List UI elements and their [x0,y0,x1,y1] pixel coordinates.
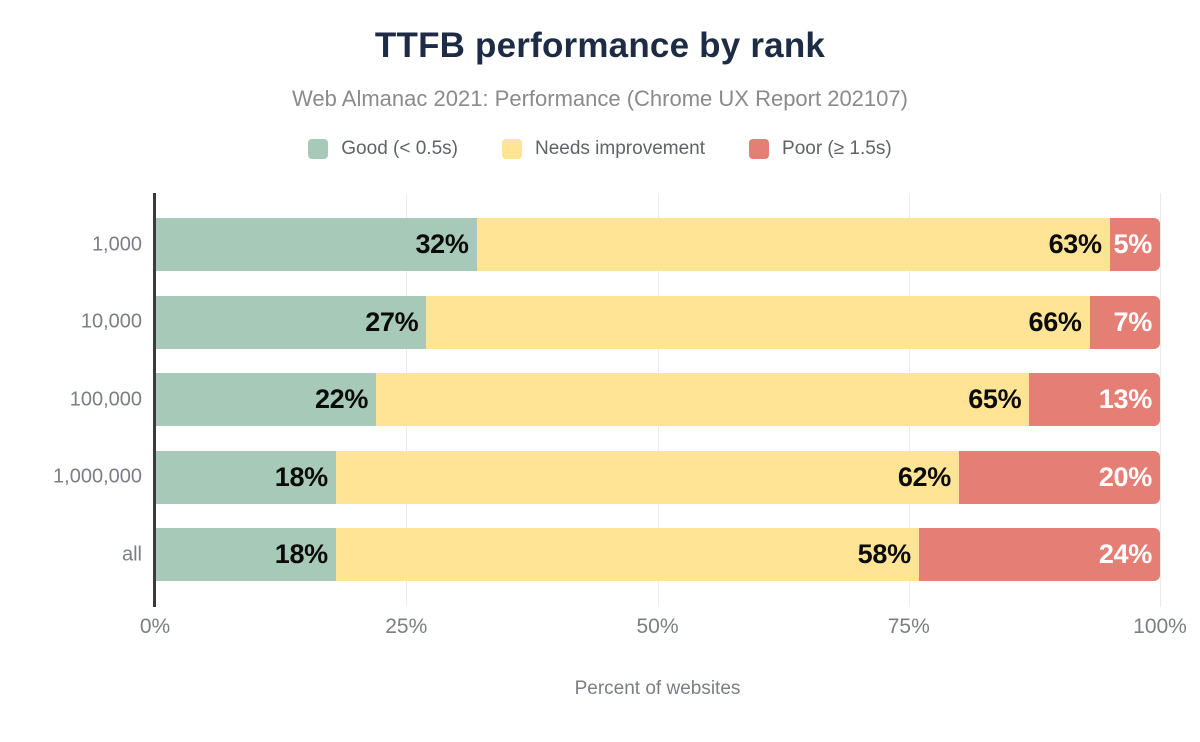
bar-segment: 20% [958,450,1160,504]
bar-row-all: all 18% 58% 24% [122,528,1160,581]
legend-item-2: Poor (≥ 1.5s) [749,138,892,160]
bar-segment-value: 58% [857,539,911,569]
legend-label: Needs improvement [534,138,706,159]
bar-segment-value: 24% [1098,539,1152,569]
x-tick-label: 50% [636,615,679,638]
bar-segment-value: 27% [365,306,419,337]
bar-segment: 66% [426,295,1090,349]
bar-segment: 24% [918,528,1160,581]
legend-swatch-icon [501,139,522,159]
bar-track: 27% 66% 7% [155,295,1160,349]
bar-row-10,000: 10,000 27% 66% 7% [81,295,1160,349]
bar-segment-value: 18% [274,539,328,569]
legend-item-1: Needs improvement [501,138,706,160]
bar-segment-value: 32% [415,229,469,259]
bar-segment: 18% [155,450,336,504]
gridline [1160,193,1161,607]
bar-track: 18% 62% 20% [155,450,1160,504]
bar-segment: 7% [1089,295,1160,349]
bar-segment: 62% [335,450,959,504]
bar-segment: 13% [1029,373,1160,426]
bar-track: 18% 58% 24% [155,528,1160,581]
y-axis-label: 10,000 [80,310,142,333]
bar-segment-value: 63% [1048,229,1102,259]
x-tick-label: 75% [887,615,930,638]
bar-row-1,000: 1,000 32% 63% 5% [92,218,1160,271]
legend-item-0: Good (< 0.5s) [308,138,458,160]
bar-segment-value: 22% [314,384,369,414]
bar-track: 22% 65% 13% [155,373,1160,426]
bar-segment: 65% [376,373,1030,426]
bar-segment: 5% [1109,218,1160,271]
bar-row-100,000: 100,000 22% 65% 13% [70,373,1160,426]
bar-row-1,000,000: 1,000,000 18% 62% 20% [53,450,1160,504]
y-axis-line [153,193,156,607]
bar-segment: 18% [155,528,336,581]
x-axis-ticks: 0% 25% 50% 75% 100% [140,615,1187,641]
legend-swatch-icon [749,139,770,159]
chart-subtitle: Web Almanac 2021: Performance (Chrome UX… [292,86,908,111]
y-axis-label: 100,000 [69,388,142,410]
legend-swatch-icon [308,139,329,159]
x-tick-label: 100% [1133,615,1187,638]
bars: 1,000 32% 63% 5% 10,000 27% 66% 7% 100,000 22% 65%… [53,193,1160,607]
bar-track: 32% 63% 5% [155,218,1160,271]
bar-segment-value: 7% [1113,306,1153,337]
x-axis-title: Percent of websites [574,678,741,699]
legend-label: Good (< 0.5s) [341,138,458,159]
legend-label: Poor (≥ 1.5s) [782,138,892,159]
x-tick-label: 0% [139,615,171,638]
plot-area: 1,000 32% 63% 5% 10,000 27% 66% 7% 100,000 22% 65%… [53,193,1161,607]
bar-segment-value: 13% [1098,384,1152,414]
bar-segment-value: 18% [274,461,328,492]
chart-title: TTFB performance by rank [374,26,826,65]
bar-segment-value: 65% [968,384,1022,414]
bar-segment: 58% [335,528,919,581]
bar-segment: 32% [155,218,477,271]
bar-segment-value: 5% [1113,229,1153,259]
bar-segment: 63% [476,218,1110,271]
y-axis-label: all [121,543,142,565]
legend: Good (< 0.5s) Needs improvement Poor (≥ 1.… [0,138,1200,160]
x-tick-label: 25% [385,615,428,638]
y-axis-label: 1,000 [91,233,142,255]
bar-segment-value: 62% [897,461,951,492]
bar-segment: 22% [155,373,377,426]
bar-segment: 27% [155,295,427,349]
bar-segment-value: 20% [1098,461,1152,492]
bar-segment-value: 66% [1028,306,1082,337]
y-axis-label: 1,000,000 [53,465,142,488]
